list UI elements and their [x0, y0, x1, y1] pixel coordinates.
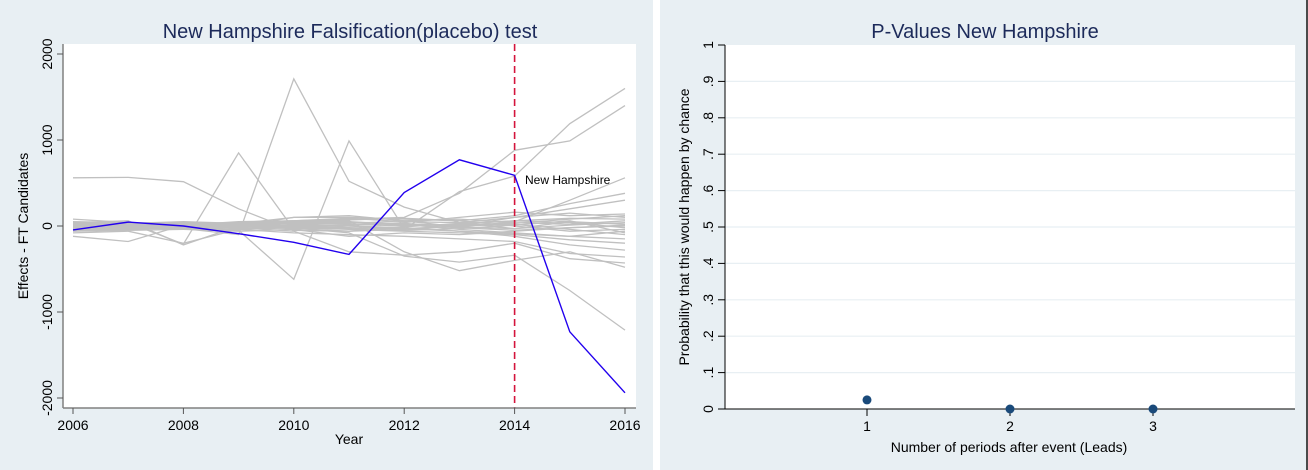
treated-annotation: New Hampshire [525, 173, 611, 187]
placebo-line [72, 227, 626, 331]
y-tick-label: 2000 [39, 38, 55, 69]
x-tick-label: 2014 [499, 417, 530, 433]
treated-line [72, 159, 626, 394]
x-axis-label: Year [335, 431, 364, 447]
y-tick-label: 0 [39, 222, 55, 230]
placebo-line [72, 225, 626, 251]
x-tick-label: 2010 [278, 417, 309, 433]
x-tick-label: 2016 [609, 417, 640, 433]
placebo-test-chart: New Hampshire Falsification(placebo) tes… [15, 21, 641, 447]
chart-title: New Hampshire Falsification(placebo) tes… [163, 21, 538, 43]
x-tick-label: 2012 [389, 417, 420, 433]
p-values-panel [660, 0, 1308, 470]
x-tick-label: 2008 [168, 417, 199, 433]
x-tick-label: 2006 [57, 417, 88, 433]
placebo-line [72, 105, 626, 243]
y-tick-label: 1000 [39, 124, 55, 155]
placebo-line [72, 192, 626, 226]
y-tick-label: -2000 [39, 380, 55, 416]
placebo-line [72, 225, 626, 244]
y-axis-label: Effects - FT Candidates [15, 153, 31, 300]
placebo-line [72, 220, 626, 234]
y-tick-label: -1000 [39, 294, 55, 330]
placebo-line [72, 227, 626, 264]
